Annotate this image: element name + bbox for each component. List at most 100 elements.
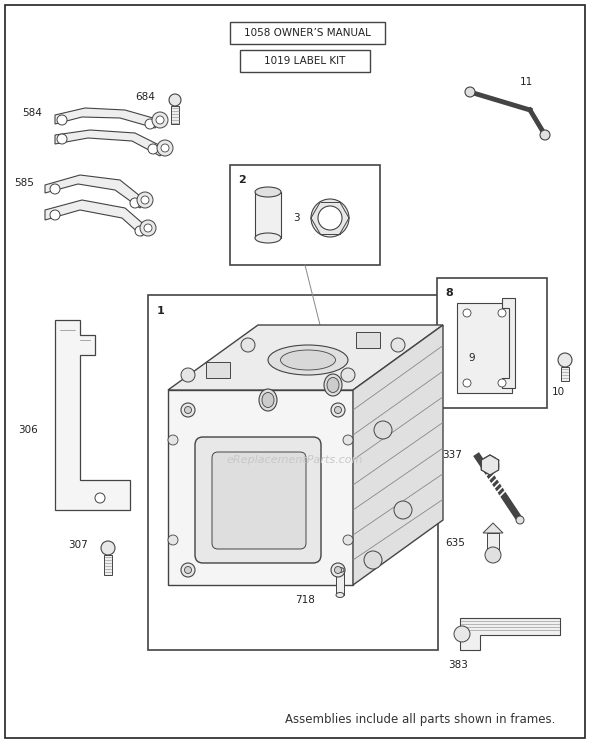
Text: 9: 9 [468,353,476,363]
Polygon shape [481,455,499,475]
Text: 11: 11 [520,77,533,87]
Circle shape [463,309,471,317]
Circle shape [241,338,255,352]
Circle shape [156,116,164,124]
Text: 306: 306 [18,425,38,435]
Text: eReplacementParts.com: eReplacementParts.com [227,455,363,465]
Polygon shape [55,320,130,510]
Circle shape [168,435,178,445]
Circle shape [331,403,345,417]
Polygon shape [481,455,499,475]
Ellipse shape [262,392,274,407]
Text: 1: 1 [157,306,165,316]
Text: 8: 8 [445,288,453,298]
Circle shape [540,130,550,140]
Polygon shape [460,618,560,650]
Circle shape [130,198,140,208]
Circle shape [335,406,342,414]
Circle shape [343,535,353,545]
Circle shape [558,353,572,367]
Circle shape [364,551,382,569]
Circle shape [141,196,149,204]
Circle shape [343,435,353,445]
Bar [437,278,547,408]
Text: 2: 2 [238,175,246,185]
Ellipse shape [318,206,342,230]
Circle shape [169,94,181,106]
Text: 584: 584 [22,108,42,118]
Text: 1058 OWNER’S MANUAL: 1058 OWNER’S MANUAL [244,28,371,38]
Bar [206,362,230,378]
Bar [457,303,512,393]
Circle shape [498,309,506,317]
Circle shape [341,368,355,382]
Circle shape [50,184,60,194]
Polygon shape [353,325,443,585]
Circle shape [185,406,192,414]
Ellipse shape [268,345,348,375]
Circle shape [181,368,195,382]
Text: 585: 585 [14,178,34,188]
Circle shape [157,140,173,156]
Circle shape [50,210,60,220]
Circle shape [144,224,152,232]
Text: 337: 337 [442,450,462,460]
Circle shape [454,626,470,642]
Ellipse shape [255,233,281,243]
Polygon shape [45,200,148,236]
Polygon shape [55,130,165,156]
Bar [230,165,380,265]
Bar [336,570,344,595]
Circle shape [181,563,195,577]
Circle shape [374,421,392,439]
Ellipse shape [336,568,344,573]
Circle shape [391,338,405,352]
Bar [487,533,499,553]
Circle shape [485,547,501,563]
Bar [168,390,353,585]
Circle shape [465,87,475,97]
Ellipse shape [280,350,336,370]
Ellipse shape [255,187,281,197]
FancyBboxPatch shape [212,452,306,549]
Circle shape [148,144,158,154]
Bar [240,50,370,72]
Ellipse shape [259,389,277,411]
Ellipse shape [324,374,342,396]
Polygon shape [168,325,443,390]
Text: 635: 635 [445,538,465,548]
Polygon shape [483,523,503,533]
Text: 718: 718 [295,595,315,605]
FancyBboxPatch shape [195,437,321,563]
Circle shape [135,226,145,236]
Bar [255,192,281,238]
Ellipse shape [311,199,349,237]
Circle shape [57,115,67,125]
Circle shape [161,144,169,152]
Circle shape [463,379,471,387]
Text: 307: 307 [68,540,88,550]
Polygon shape [502,298,515,388]
Circle shape [140,220,156,236]
Polygon shape [45,175,145,208]
Circle shape [57,134,67,144]
Bar [561,367,569,381]
Bar [104,555,112,575]
Text: 10: 10 [552,387,565,397]
Circle shape [394,501,412,519]
Circle shape [152,112,168,128]
Circle shape [185,566,192,574]
Text: 684: 684 [135,92,155,102]
Circle shape [101,541,115,555]
Polygon shape [55,108,160,128]
Circle shape [95,493,105,503]
Circle shape [498,379,506,387]
Circle shape [145,119,155,129]
Circle shape [331,563,345,577]
Text: Assemblies include all parts shown in frames.: Assemblies include all parts shown in fr… [284,713,555,727]
Circle shape [335,566,342,574]
Circle shape [181,403,195,417]
Bar [356,332,380,348]
Circle shape [168,535,178,545]
Circle shape [516,516,524,524]
